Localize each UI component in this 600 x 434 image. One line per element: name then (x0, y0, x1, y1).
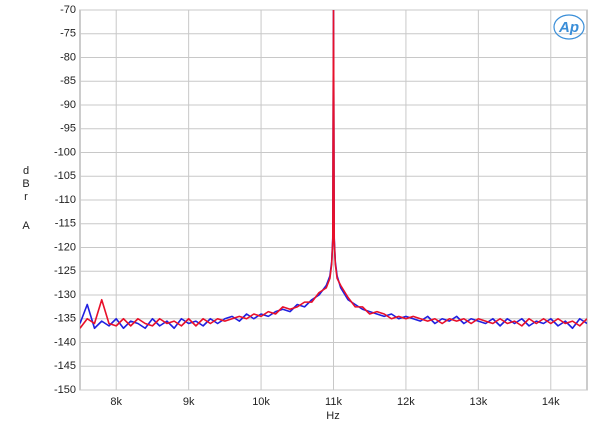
x-axis-label: Hz (326, 410, 339, 422)
x-tick-label: 11k (325, 396, 342, 408)
y-tick-label: -130 (54, 289, 76, 301)
y-tick-label: -150 (54, 384, 76, 396)
y-tick-label: -95 (60, 123, 76, 135)
y-tick-label: -115 (55, 218, 76, 230)
y-axis-label: A (20, 220, 32, 233)
x-tick-label: 13k (469, 396, 487, 408)
x-tick-label: 12k (397, 396, 415, 408)
lines (80, 10, 587, 330)
series-line (80, 10, 587, 329)
y-tick-label: -70 (60, 4, 76, 16)
y-tick-label: -145 (54, 360, 76, 372)
y-tick-label: -100 (54, 146, 76, 158)
y-tick-label: -140 (54, 336, 76, 348)
y-tick-label: -135 (54, 313, 76, 325)
logo: Ap (558, 19, 579, 36)
y-tick-label: -120 (54, 241, 76, 253)
x-tick-label: 9k (183, 396, 195, 408)
y-tick-label: -85 (60, 75, 76, 87)
y-axis-label: dBr (20, 165, 32, 204)
y-tick-label: -75 (60, 28, 76, 40)
y-tick-label: -125 (54, 265, 76, 277)
x-tick-label: 14k (542, 396, 560, 408)
y-tick-label: -80 (60, 51, 76, 63)
x-tick-label: 8k (110, 396, 122, 408)
x-tick-label: 10k (252, 396, 270, 408)
y-tick-label: -110 (55, 194, 76, 206)
logo-ring (553, 14, 585, 40)
y-tick-label: -90 (60, 99, 76, 111)
y-tick-label: -105 (54, 170, 76, 182)
